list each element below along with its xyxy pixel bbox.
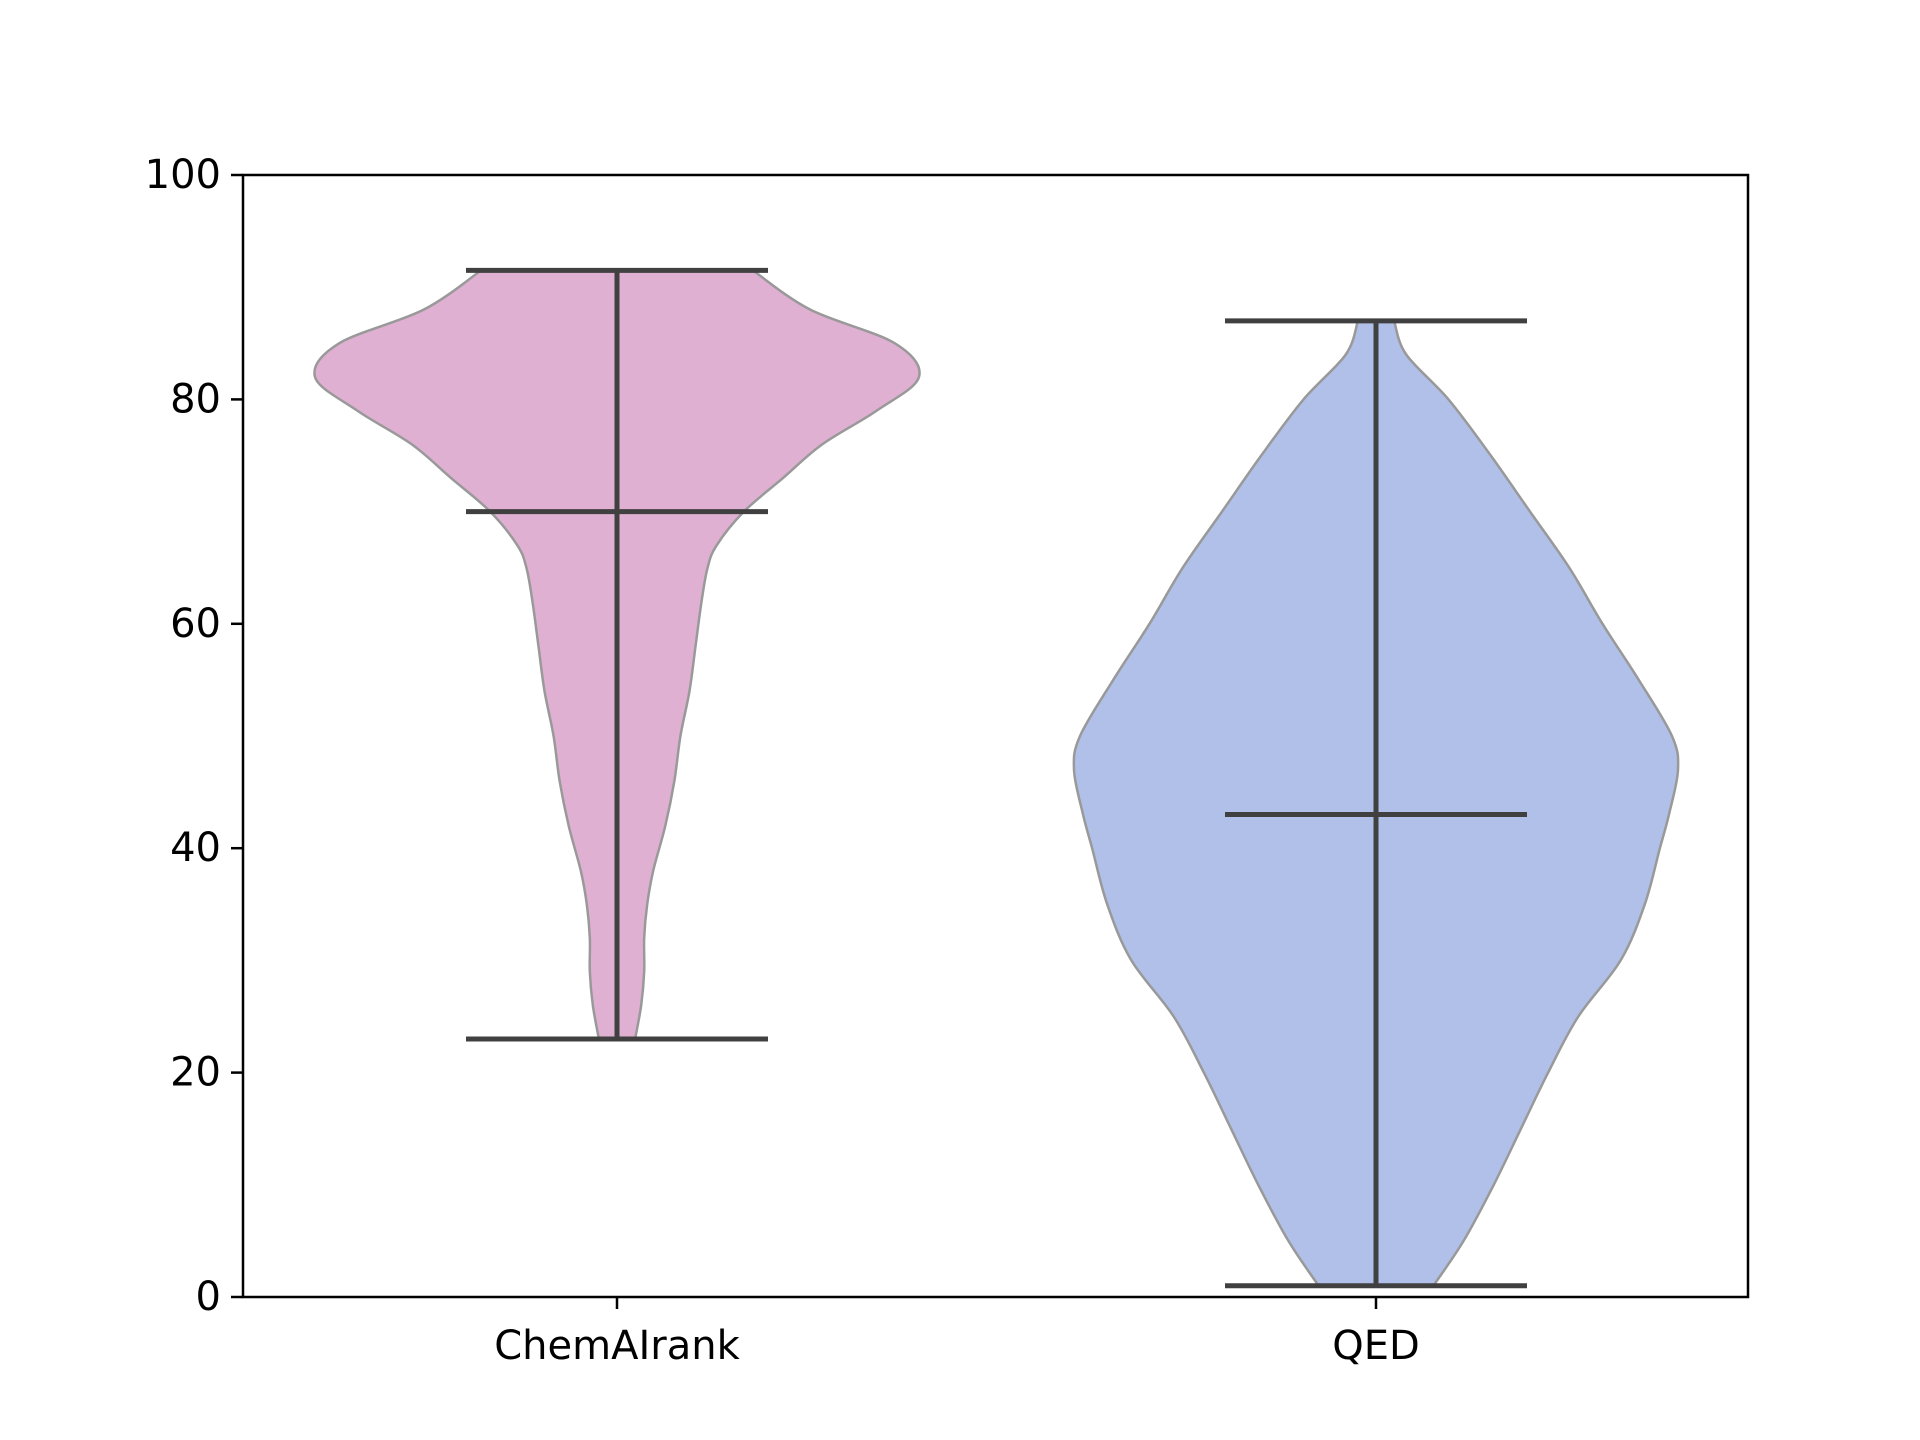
y-tick-label: 20	[170, 1050, 221, 1096]
y-tick-label: 40	[170, 825, 221, 871]
x-axis: ChemAIrank QED	[494, 1297, 1420, 1369]
violin-layer	[313, 269, 1680, 1288]
plot-frame	[241, 173, 1750, 1299]
y-tick-label: 0	[196, 1274, 221, 1320]
y-axis: 0 20 40 60 80 100	[145, 152, 243, 1320]
y-tick-label: 80	[170, 376, 221, 422]
y-tick-label: 100	[145, 152, 221, 198]
stat-lines-layer	[466, 267, 1527, 1289]
x-tick-label-qed: QED	[1332, 1323, 1420, 1369]
y-tick-label: 60	[170, 601, 221, 647]
x-tick-label-chemairank: ChemAIrank	[494, 1323, 740, 1369]
